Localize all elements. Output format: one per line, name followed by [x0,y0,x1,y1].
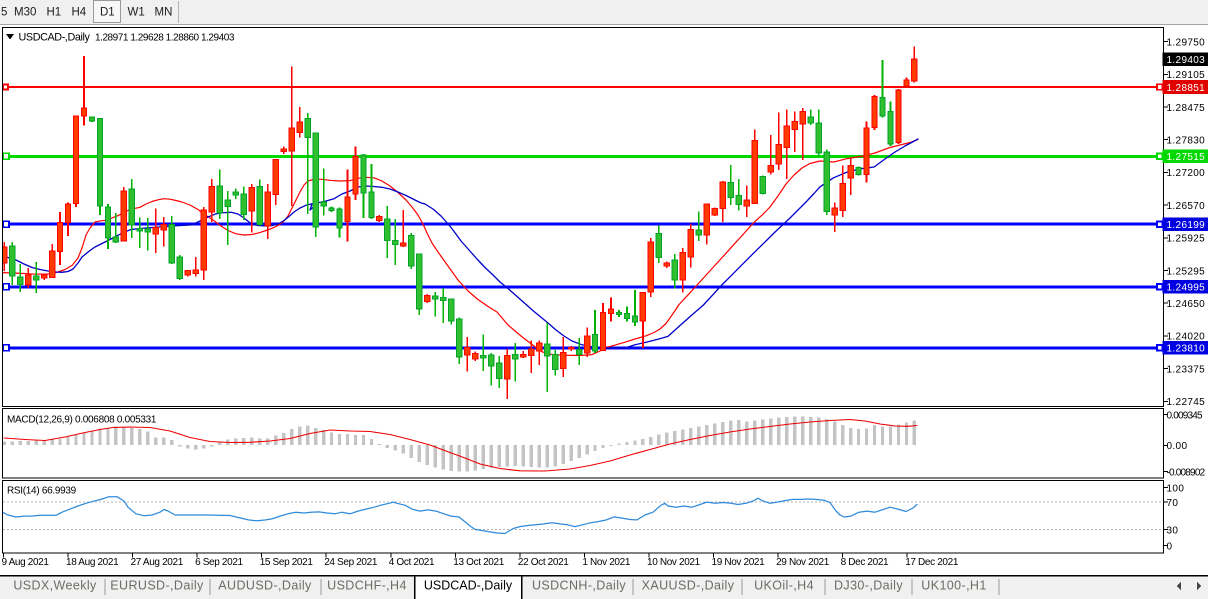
svg-text:1.24020: 1.24020 [1167,332,1206,343]
svg-text:1.23375: 1.23375 [1167,364,1206,375]
svg-text:USDCAD-,Daily: USDCAD-,Daily [19,32,91,44]
svg-text:1.28971 1.29628 1.28860 1.2940: 1.28971 1.29628 1.28860 1.29403 [95,33,235,44]
svg-text:H1: H1 [47,7,62,19]
svg-text:DJ30-,Daily: DJ30-,Daily [834,579,903,593]
svg-text:8 Dec 2021: 8 Dec 2021 [841,557,889,568]
svg-text:15 Sep 2021: 15 Sep 2021 [260,557,314,568]
svg-text:W1: W1 [128,7,145,19]
svg-text:1.24995: 1.24995 [1167,283,1206,294]
svg-text:RSI(14) 66.9939: RSI(14) 66.9939 [7,486,77,497]
svg-text:1.27515: 1.27515 [1167,152,1206,163]
svg-text:1.24650: 1.24650 [1167,299,1206,310]
svg-text:10 Nov 2021: 10 Nov 2021 [647,557,701,568]
svg-text:MACD(12,26,9) 0.006808 0.00533: MACD(12,26,9) 0.006808 0.005331 [7,415,157,426]
svg-text:1.29105: 1.29105 [1167,70,1206,81]
svg-text:1.25295: 1.25295 [1167,266,1206,277]
svg-text:1.26570: 1.26570 [1167,201,1206,212]
svg-text:70: 70 [1167,498,1179,509]
svg-text:18 Aug 2021: 18 Aug 2021 [66,557,119,568]
svg-text:1 Nov 2021: 1 Nov 2021 [582,557,630,568]
svg-text:19 Nov 2021: 19 Nov 2021 [712,557,766,568]
svg-text:EURUSD-,Daily: EURUSD-,Daily [110,579,204,593]
svg-text:USDX,Weekly: USDX,Weekly [13,579,97,593]
svg-text:XAUUSD-,Daily: XAUUSD-,Daily [642,579,735,593]
svg-text:13 Oct 2021: 13 Oct 2021 [453,557,504,568]
svg-text:1.27200: 1.27200 [1167,168,1206,179]
svg-text:1.28851: 1.28851 [1167,83,1206,94]
svg-text:-0.008902: -0.008902 [1167,467,1206,478]
svg-text:USDCAD-,Daily: USDCAD-,Daily [424,579,513,593]
svg-text:29 Nov 2021: 29 Nov 2021 [776,557,830,568]
svg-text:1.29750: 1.29750 [1167,37,1206,48]
svg-text:USDCNH-,Daily: USDCNH-,Daily [532,579,626,593]
svg-text:1.25925: 1.25925 [1167,234,1206,245]
svg-text:30: 30 [1167,525,1179,536]
svg-text:1.26199: 1.26199 [1167,220,1206,231]
svg-text:UKOil-,H4: UKOil-,H4 [754,579,814,593]
svg-text:9 Aug 2021: 9 Aug 2021 [2,557,50,568]
svg-text:M30: M30 [14,7,36,19]
svg-text:H4: H4 [72,7,87,19]
svg-text:5: 5 [1,7,7,19]
svg-text:4 Oct 2021: 4 Oct 2021 [389,557,435,568]
svg-text:1.28475: 1.28475 [1167,103,1206,114]
svg-text:24 Sep 2021: 24 Sep 2021 [324,557,378,568]
svg-text:AUDUSD-,Daily: AUDUSD-,Daily [218,579,312,593]
svg-text:0.009345: 0.009345 [1167,410,1204,421]
svg-text:UK100-,H1: UK100-,H1 [921,579,986,593]
svg-text:6 Sep 2021: 6 Sep 2021 [195,557,243,568]
svg-text:22 Oct 2021: 22 Oct 2021 [518,557,569,568]
svg-text:1.27830: 1.27830 [1167,136,1206,147]
svg-text:1.23810: 1.23810 [1167,344,1206,355]
svg-text:17 Dec 2021: 17 Dec 2021 [905,557,959,568]
svg-text:1.29403: 1.29403 [1167,55,1206,66]
svg-text:1.22745: 1.22745 [1167,397,1206,408]
svg-text:D1: D1 [100,7,115,19]
svg-text:0: 0 [1167,541,1173,552]
svg-text:100: 100 [1167,483,1185,494]
svg-text:USDCHF-,H4: USDCHF-,H4 [327,579,407,593]
svg-text:0.00: 0.00 [1167,441,1188,452]
svg-text:27 Aug 2021: 27 Aug 2021 [131,557,184,568]
svg-text:MN: MN [155,7,173,19]
